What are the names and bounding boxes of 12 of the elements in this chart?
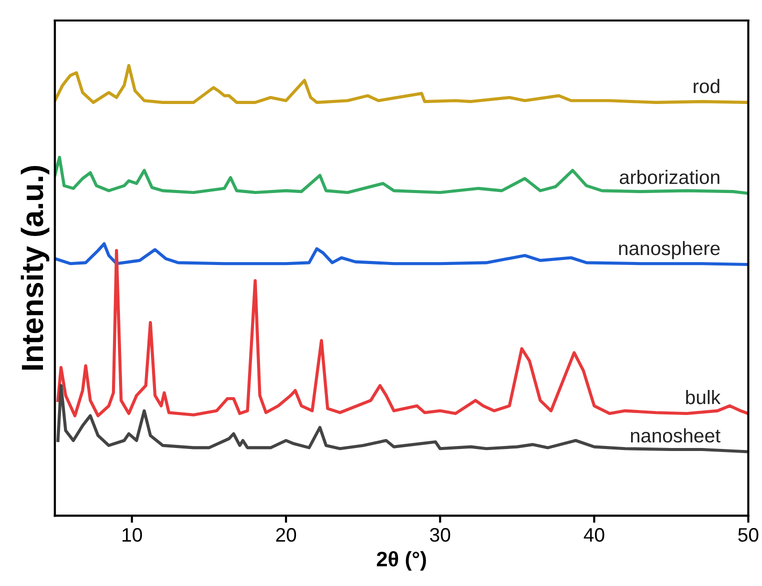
x-tick-label: 20 — [276, 528, 296, 542]
x-tick-label: 50 — [738, 528, 758, 542]
x-axis-title: 2θ (°) — [376, 551, 426, 571]
series-label: bulk — [686, 390, 721, 404]
y-axis-title: Intensity (a.u.) — [20, 166, 50, 370]
series-label: nanosheet — [631, 428, 720, 443]
x-tick-label: 40 — [584, 528, 604, 542]
x-tick-label: 30 — [430, 528, 450, 542]
series-label: rod — [694, 78, 720, 94]
series-label: arborization — [620, 170, 720, 184]
x-tick-label: 10 — [122, 528, 142, 542]
series-label: nanosphere — [619, 240, 720, 260]
